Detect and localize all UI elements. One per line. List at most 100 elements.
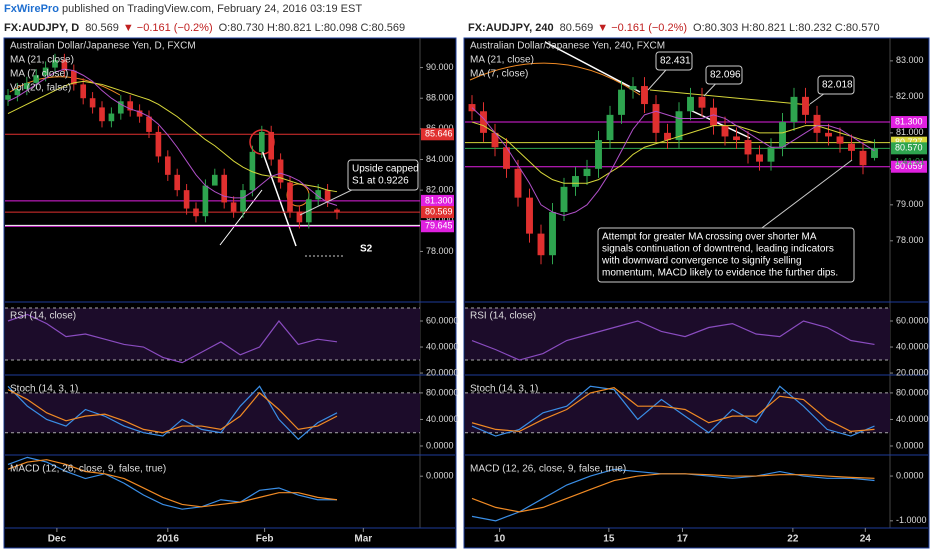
annotation-text: signals continuation of downtrend, leadi… <box>602 244 834 255</box>
candle-body <box>146 116 152 132</box>
x-tick-label: 10 <box>494 534 506 545</box>
level-tag <box>421 194 454 207</box>
candle-body <box>99 107 105 122</box>
ohlc: O:80.730 H:80.821 L:80.098 C:80.569 <box>219 22 406 34</box>
annotation-text: 82.096 <box>710 70 741 81</box>
y-tick-label: 90.000 <box>426 62 454 72</box>
candle-body <box>721 125 729 137</box>
candle-body <box>560 186 568 213</box>
candle-body <box>258 131 265 152</box>
candle-body <box>595 140 602 169</box>
y-tick-label: 0.0000 <box>426 440 454 450</box>
candle-body <box>779 122 786 148</box>
pane-band <box>465 307 890 361</box>
candle-body <box>155 131 162 157</box>
y-tick-label: 40.0000 <box>426 341 459 351</box>
level-tag <box>421 206 454 219</box>
candle-body <box>240 190 246 212</box>
candle-body <box>42 67 49 76</box>
legend-entry: MA (21, close) <box>10 55 74 66</box>
y-tick-label: 78.000 <box>426 246 454 256</box>
indicator-line <box>471 320 875 361</box>
level-label: 81.300 <box>895 116 923 126</box>
y-tick-label: 78.000 <box>896 235 924 245</box>
candle-body <box>5 95 11 100</box>
pane-title: MACD (12, 26, close, 9, false, true) <box>470 464 626 475</box>
y-tick-label: 80.000 <box>426 215 454 225</box>
annotation-box <box>655 51 693 71</box>
y-tick-label: 80.0000 <box>896 387 929 397</box>
symbol: FX:AUDJPY, 240 <box>468 22 554 34</box>
y-tick-label: 60.0000 <box>896 315 929 325</box>
pane-band <box>5 392 420 433</box>
candle-body <box>89 98 96 108</box>
candle-body <box>324 190 331 201</box>
arrow-drawing <box>261 149 297 247</box>
candle-body <box>503 147 510 169</box>
y-tick-label: 83.000 <box>896 55 924 65</box>
candle-body <box>108 113 115 122</box>
indicator-line <box>471 386 875 432</box>
candle-body <box>629 86 637 90</box>
x-tick-label: Feb <box>256 534 274 545</box>
annotation-text: 82.018 <box>822 80 853 91</box>
candle-body <box>80 84 87 99</box>
candle-body <box>117 101 124 114</box>
candle-body <box>249 151 256 191</box>
y-tick-label: 0.0000 <box>896 470 924 480</box>
level-label: 79.645 <box>425 221 453 231</box>
pane-title: MACD (12, 26, close, 9, false, true) <box>10 464 166 475</box>
y-tick-label: 60.0000 <box>426 315 459 325</box>
candle-body <box>277 159 284 183</box>
pane-band <box>5 307 420 361</box>
annotation-box <box>597 227 855 283</box>
candle-body <box>211 174 218 186</box>
level-label: 80.059 <box>895 161 923 171</box>
level-label: 81.300 <box>425 195 453 205</box>
indicator-line <box>7 385 338 441</box>
annotation-text: momentum, MACD likely to evidence the fu… <box>602 268 838 279</box>
author[interactable]: FxWirePro <box>4 3 59 15</box>
annotation-text: with downward convergence to signify sel… <box>601 256 802 267</box>
candle-body <box>193 208 199 217</box>
candle-body <box>813 114 821 133</box>
candle-body <box>221 174 228 203</box>
y-tick-label: 82.000 <box>896 91 924 101</box>
y-tick-label: 80.0000 <box>426 387 459 397</box>
arrow-drawing <box>689 109 751 139</box>
ma-line <box>7 80 338 193</box>
candle-body <box>825 132 832 137</box>
candle-body <box>641 86 648 105</box>
ma-line <box>7 68 338 206</box>
candle-body <box>315 190 322 200</box>
candle-body <box>687 96 694 112</box>
left-panel <box>3 37 457 549</box>
annotation-text: S1 at 0.9226 <box>352 176 409 187</box>
level-tag <box>891 116 927 129</box>
x-tick-label: 24 <box>860 534 872 545</box>
candle-body <box>583 168 591 177</box>
candle-body <box>491 132 499 148</box>
candle-body <box>183 190 190 209</box>
y-tick-label: 20.0000 <box>896 367 929 377</box>
y-tick-label: 40.0000 <box>426 414 459 424</box>
ma-line <box>471 121 875 184</box>
level-tag <box>421 220 454 233</box>
candle-body <box>710 107 717 126</box>
candle-body <box>23 82 30 90</box>
indicator-line <box>471 473 875 513</box>
candle-body <box>33 75 40 83</box>
y-tick-label: 20.0000 <box>426 367 459 377</box>
candle-body <box>675 111 683 141</box>
candle-body <box>136 110 143 117</box>
quote: 80.569 <box>85 22 119 34</box>
candle-body <box>756 154 763 162</box>
candle-body <box>14 89 21 96</box>
indicator-line <box>7 313 338 364</box>
annotation-box <box>705 65 743 85</box>
arc-drawing <box>469 62 641 96</box>
legend-entry: MA (21, close) <box>470 55 534 66</box>
arrow-drawing <box>544 41 641 93</box>
symbol: FX:AUDJPY, D <box>4 22 79 34</box>
